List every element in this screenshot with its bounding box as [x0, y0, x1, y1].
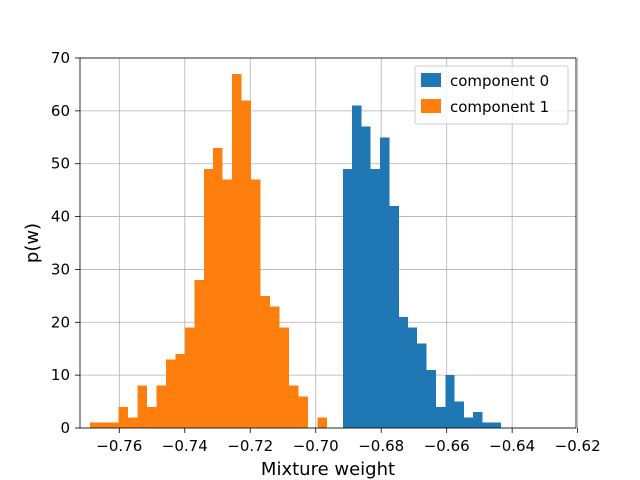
- x-tick-label: −0.72: [227, 437, 273, 455]
- histogram-bar: [389, 206, 399, 428]
- histogram-bar: [426, 369, 436, 428]
- histogram-bar: [222, 179, 233, 428]
- plot-frame: [79, 57, 577, 429]
- histogram-bar: [184, 327, 195, 428]
- histogram-bar: [279, 327, 290, 428]
- legend-box: [414, 65, 569, 125]
- histogram-bar: [146, 406, 157, 428]
- histogram-bar: [108, 422, 119, 428]
- axis-ticks: −0.76 −0.74 −0.72 −0.70 −0.68 −0.66 −0.64 −0.62…: [51, 49, 601, 455]
- histogram-bar: [445, 375, 455, 428]
- histogram-bar: [342, 169, 353, 428]
- histogram-bar: [137, 385, 147, 428]
- histogram-bar: [156, 385, 166, 428]
- histogram-bar: [127, 417, 138, 428]
- y-tick-label: 10: [51, 366, 70, 384]
- histogram-bar: [99, 422, 109, 428]
- histogram-bar: [270, 306, 280, 428]
- series-0-bars: [342, 105, 502, 429]
- histogram-bar: [260, 295, 271, 428]
- histogram-bar: [454, 401, 465, 428]
- histogram-bar: [165, 359, 176, 428]
- histogram-bar: [251, 179, 261, 428]
- x-tick-label: −0.62: [555, 437, 601, 455]
- histogram-bar: [435, 406, 446, 428]
- histogram-bar: [482, 422, 492, 428]
- histogram-bar: [408, 327, 418, 428]
- histogram-bar: [380, 137, 390, 429]
- legend-label-component-0: component 0: [450, 72, 549, 90]
- y-tick-label: 50: [51, 155, 70, 173]
- legend-swatch-component-0: [421, 73, 441, 87]
- histogram-bar: [118, 406, 128, 428]
- histogram-bars: [89, 73, 502, 429]
- y-tick-label: 30: [51, 260, 70, 278]
- histogram-bar: [194, 280, 204, 428]
- histogram-bar: [352, 105, 362, 429]
- legend-swatch-component-1: [421, 99, 441, 113]
- x-tick-label: −0.70: [293, 437, 339, 455]
- histogram-bar: [298, 396, 309, 428]
- histogram-bar: [203, 169, 214, 428]
- legend: component 0 component 1: [414, 65, 569, 125]
- histogram-bar: [473, 412, 483, 428]
- x-tick-label: −0.76: [96, 437, 142, 455]
- histogram-bar: [89, 422, 100, 428]
- histogram-bar: [175, 354, 185, 428]
- histogram-bar: [398, 317, 409, 428]
- y-tick-label: 60: [51, 102, 70, 120]
- histogram-bar: [213, 147, 223, 428]
- x-tick-label: −0.74: [162, 437, 208, 455]
- legend-label-component-1: component 1: [450, 98, 549, 116]
- histogram-bar: [241, 100, 252, 429]
- histogram-bar: [289, 385, 299, 428]
- histogram-bar: [370, 169, 381, 428]
- y-tick-label: 40: [51, 208, 70, 226]
- x-tick-label: −0.64: [489, 437, 535, 455]
- x-tick-label: −0.66: [424, 437, 470, 455]
- x-tick-label: −0.68: [358, 437, 404, 455]
- histogram-bar: [491, 422, 502, 428]
- histogram-bar: [317, 417, 328, 428]
- y-tick-label: 70: [51, 49, 70, 67]
- histogram-bar: [464, 417, 474, 428]
- histogram-bar: [232, 73, 242, 428]
- histogram-bar: [417, 343, 427, 428]
- series-1-bars: [89, 73, 328, 429]
- y-axis-label: p(w): [22, 223, 43, 263]
- x-axis-label: Mixture weight: [261, 459, 395, 480]
- y-tick-label: 20: [51, 313, 70, 331]
- y-tick-label: 0: [60, 419, 70, 437]
- histogram-bar: [361, 126, 371, 428]
